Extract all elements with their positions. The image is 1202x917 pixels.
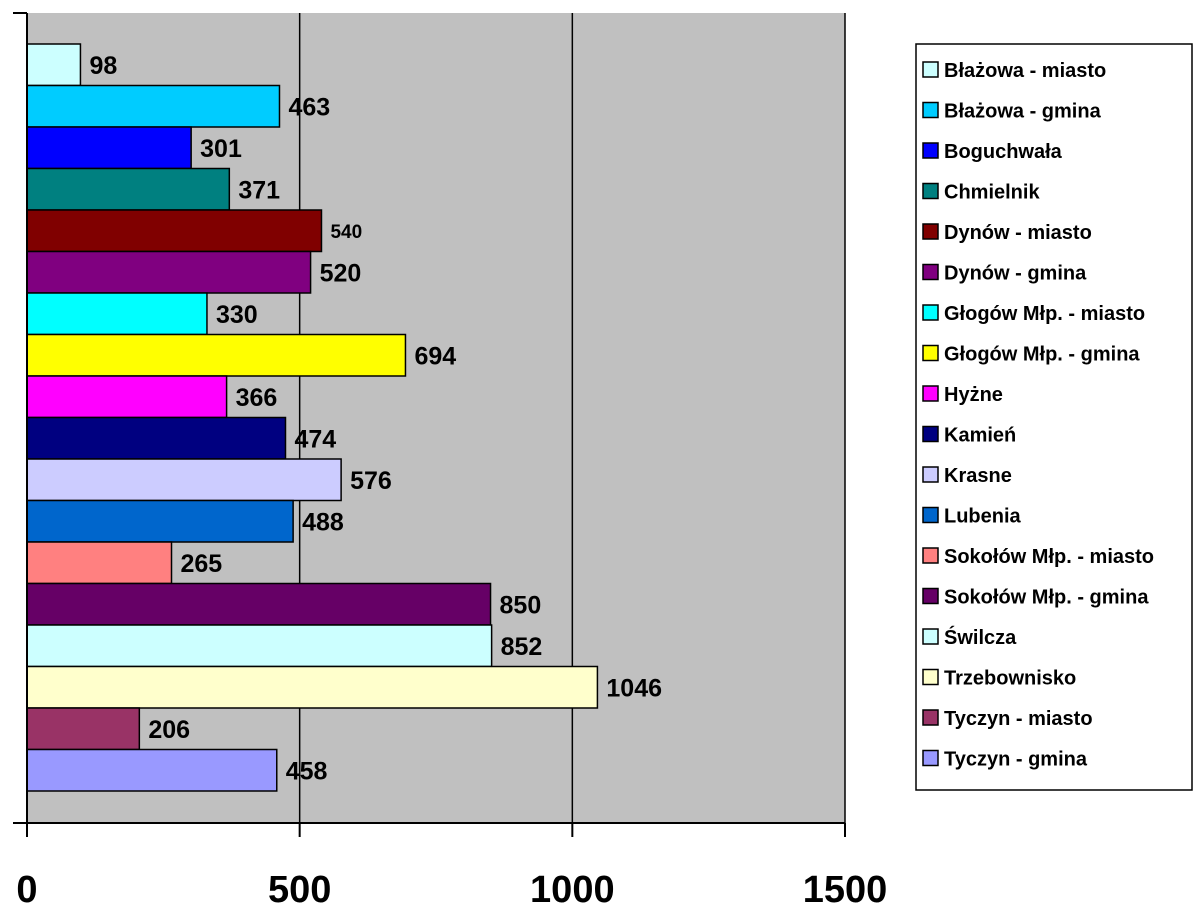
data-label: 366: [236, 384, 278, 412]
bar: [26, 333, 407, 377]
x-tick-label: 1000: [530, 869, 615, 911]
bar: [26, 748, 278, 792]
legend-label: Głogów Młp. - miasto: [944, 303, 1145, 325]
legend-label: Krasne: [944, 465, 1012, 487]
legend-label: Błażowa - miasto: [944, 60, 1106, 82]
data-label: 98: [89, 52, 117, 80]
legend-swatch: [922, 466, 939, 483]
legend-swatch: [922, 628, 939, 645]
legend-swatch: [922, 709, 939, 726]
legend-swatch: [922, 142, 939, 159]
legend-swatch: [922, 506, 939, 524]
bar: [26, 209, 323, 253]
bar: [26, 458, 342, 502]
bar: [26, 167, 231, 211]
legend-swatch: [922, 101, 939, 119]
data-label: 206: [148, 716, 190, 744]
bar: [26, 624, 493, 668]
bars: [26, 43, 599, 792]
legend-label: Boguchwała: [944, 141, 1063, 163]
legend-swatch: [922, 182, 939, 200]
axes: [13, 12, 846, 837]
data-label: 488: [302, 508, 344, 536]
legend-label: Błażowa - gmina: [944, 101, 1102, 123]
legend-swatch: [922, 587, 939, 605]
legend-label: Głogów Młp. - gmina: [944, 344, 1140, 366]
legend-swatch: [922, 547, 939, 564]
x-tick-label: 1500: [803, 869, 888, 911]
legend: Błażowa - miasto Błażowa - gmina Boguchwał…: [915, 43, 1193, 791]
data-label: 474: [294, 425, 336, 453]
legend-box: [915, 43, 1193, 791]
legend-label: Dynów - gmina: [944, 263, 1087, 285]
data-label: 1046: [606, 674, 662, 702]
legend-label: Dynów - miasto: [944, 222, 1092, 244]
legend-label: Świlcza: [944, 625, 1017, 649]
x-tick-labels: 0 500 1000 1500: [16, 869, 887, 911]
data-label: 463: [288, 93, 330, 121]
x-tick-label: 500: [268, 869, 331, 911]
bar: [26, 250, 312, 294]
legend-swatch: [922, 223, 939, 240]
data-label: 458: [286, 757, 328, 785]
bar: [26, 416, 287, 460]
data-label: 520: [320, 259, 362, 287]
legend-label: Tyczyn - gmina: [944, 749, 1088, 771]
data-label: 852: [501, 633, 543, 661]
data-label: 371: [238, 176, 280, 204]
bar: [26, 375, 228, 419]
bar: [26, 499, 294, 543]
legend-label: Lubenia: [944, 506, 1022, 528]
bar: [26, 84, 281, 128]
legend-label: Kamień: [944, 425, 1016, 447]
bar: [26, 541, 173, 585]
data-label: 540: [330, 222, 362, 243]
data-label: 301: [200, 135, 242, 163]
legend-swatch: [922, 304, 939, 321]
data-label: 576: [350, 467, 392, 495]
data-label: 330: [216, 301, 258, 329]
bar: [26, 707, 141, 751]
legend-label: Hyżne: [944, 384, 1003, 406]
data-label: 850: [500, 591, 542, 619]
legend-swatch: [922, 425, 939, 443]
legend-swatch: [922, 385, 939, 402]
data-label: 265: [181, 550, 223, 578]
legend-label: Sokołów Młp. - miasto: [944, 546, 1154, 568]
legend-label: Trzebownisko: [944, 668, 1076, 690]
legend-label: Sokołów Młp. - gmina: [944, 587, 1149, 609]
legend-label: Tyczyn - miasto: [944, 708, 1093, 730]
legend-swatch: [922, 263, 939, 281]
legend-swatch: [922, 344, 939, 362]
legend-swatch: [922, 668, 939, 686]
data-label: 694: [414, 342, 456, 370]
x-tick-label: 0: [16, 869, 37, 911]
bar: [26, 582, 492, 626]
bar: [26, 665, 599, 709]
legend-swatch: [922, 749, 939, 767]
bar: [26, 126, 192, 170]
legend-swatch: [922, 61, 939, 78]
bar: [26, 292, 208, 336]
bar: [26, 43, 82, 87]
legend-label: Chmielnik: [944, 182, 1040, 204]
